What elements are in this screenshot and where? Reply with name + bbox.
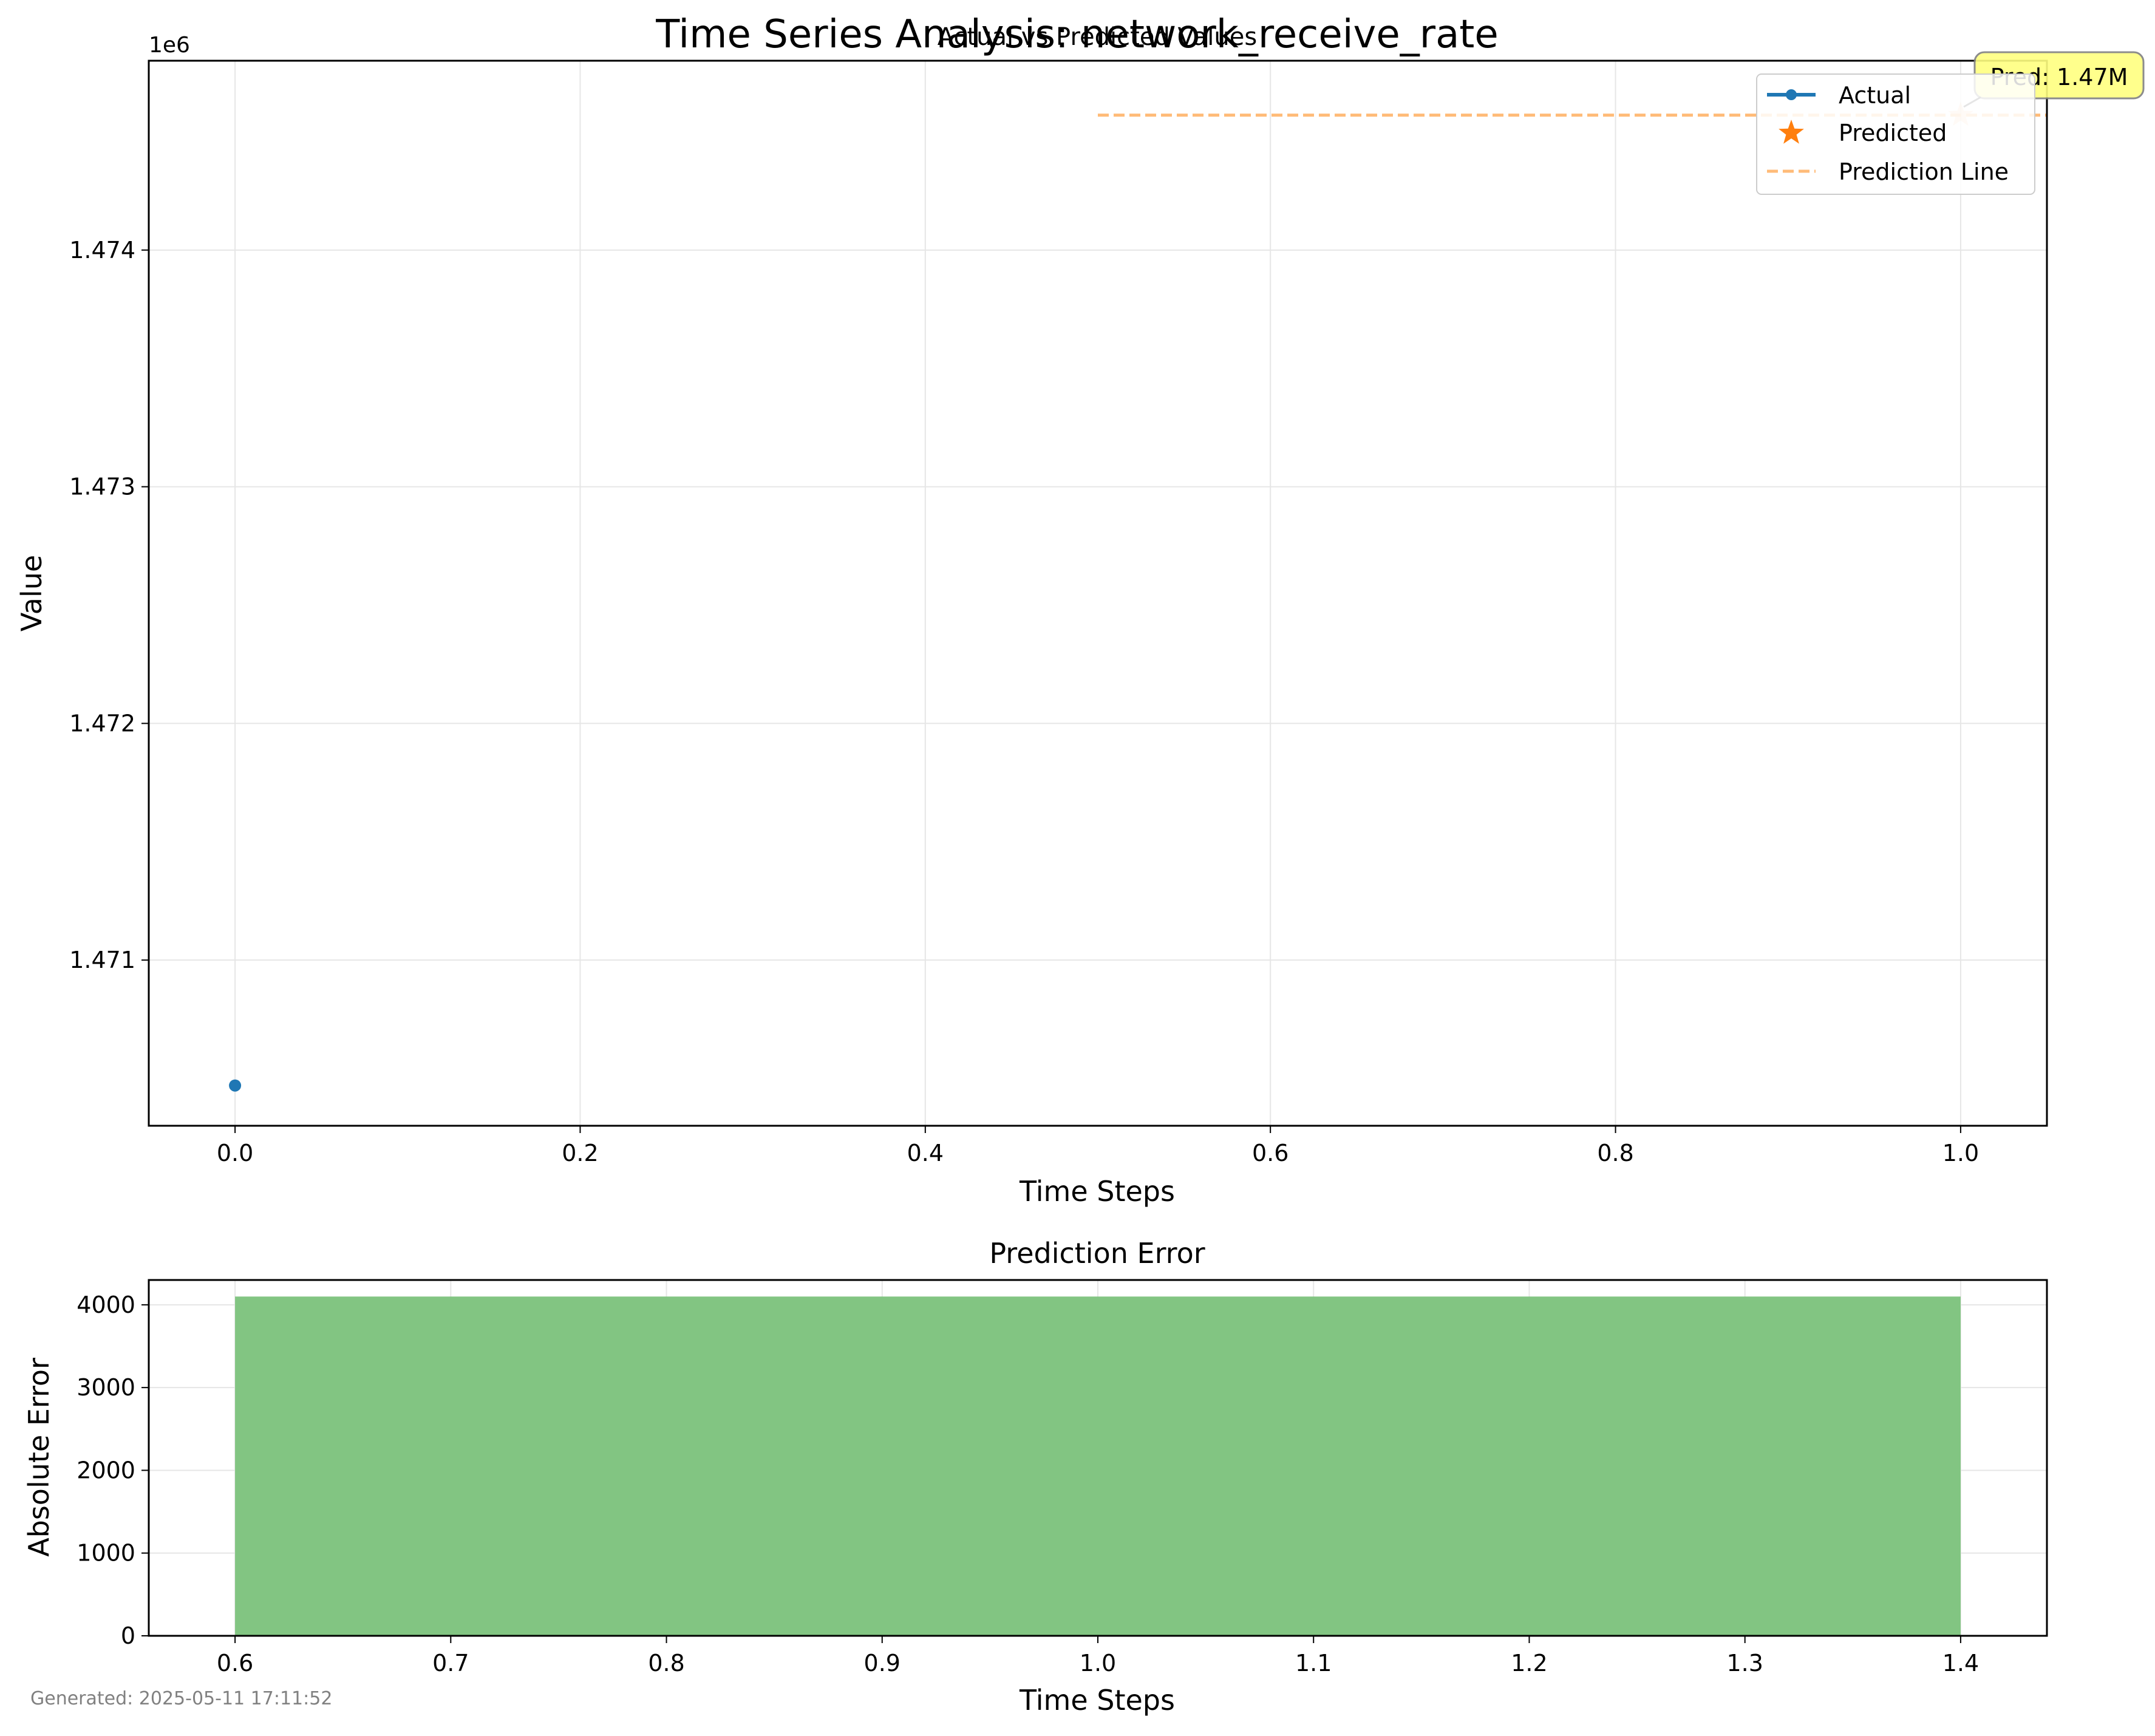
x-tick-label: 0.8 (648, 1650, 684, 1676)
y-axis-label: Value (15, 555, 48, 631)
y-tick-label: 1.471 (69, 947, 135, 973)
x-tick-label: 0.2 (562, 1140, 598, 1166)
legend-actual-marker (1786, 89, 1797, 100)
legend-label-prediction-line: Prediction Line (1839, 158, 2009, 185)
actual-point (229, 1079, 242, 1092)
x-tick-label: 0.7 (432, 1650, 469, 1676)
figure-title: Time Series Analysis: network_receive_ra… (655, 12, 1499, 57)
y-tick-label: 1000 (77, 1540, 135, 1567)
error-y-axis-label: Absolute Error (22, 1358, 55, 1557)
x-tick-label: 0.4 (907, 1140, 944, 1166)
legend-label-predicted: Predicted (1839, 120, 1947, 146)
legend: Actual Predicted Prediction Line (1756, 73, 2035, 195)
tick-labels: 0.0 0.2 0.4 0.6 0.8 1.0 1.471 1.472 1.473 1.474 (69, 237, 1979, 1166)
y-tick-label: 4000 (77, 1292, 135, 1318)
x-tick-label: 1.4 (1942, 1650, 1979, 1676)
y-tick-label: 1.472 (69, 710, 135, 737)
legend-predicted-star (1779, 120, 1804, 144)
x-tick-label: 1.3 (1726, 1650, 1763, 1676)
grid (149, 61, 2047, 1126)
tick-labels: 0.6 0.7 0.8 0.9 1.0 1.1 1.2 1.3 1.4 0 1000 2000 3000… (77, 1292, 1979, 1676)
legend-box (1756, 73, 2035, 195)
legend-label-actual: Actual (1839, 82, 1911, 109)
x-tick-label: 0.6 (1252, 1140, 1289, 1166)
x-tick-label: 0.0 (217, 1140, 253, 1166)
x-tick-label: 0.8 (1597, 1140, 1633, 1166)
x-tick-label: 1.0 (1942, 1140, 1979, 1166)
plot-frame (148, 60, 2048, 1127)
x-axis-label: Time Steps (1019, 1175, 1175, 1208)
y-tick-label: 3000 (77, 1374, 135, 1401)
bar-marks (235, 1296, 1961, 1636)
x-tick-label: 1.0 (1080, 1650, 1116, 1676)
prediction-error-chart: Prediction Error 0.6 0.7 0.8 0.9 1.0 1.1 1.2 1.… (22, 1237, 2048, 1717)
y-offset-label: 1e6 (149, 33, 190, 58)
y-tick-label: 0 (121, 1622, 135, 1649)
error-x-axis-label: Time Steps (1019, 1684, 1175, 1717)
generated-timestamp: Generated: 2025-05-11 17:11:52 (30, 1688, 333, 1709)
x-tick-label: 1.1 (1295, 1650, 1332, 1676)
x-tick-label: 1.2 (1511, 1650, 1547, 1676)
y-tick-label: 1.474 (69, 237, 135, 264)
x-tick-label: 0.9 (864, 1650, 900, 1676)
chart-title: Actual vs Predicted Values (938, 23, 1257, 51)
x-tick-label: 0.6 (217, 1650, 253, 1676)
error-plot-frame (148, 1279, 2048, 1637)
y-tick-label: 2000 (77, 1457, 135, 1483)
error-chart-title: Prediction Error (989, 1237, 1205, 1270)
error-bar (235, 1296, 1961, 1636)
y-tick-label: 1.473 (69, 474, 135, 500)
actual-vs-predicted-chart: Actual vs Predicted Values 0.0 0.2 0.4 0.6 0… (15, 23, 2145, 1208)
